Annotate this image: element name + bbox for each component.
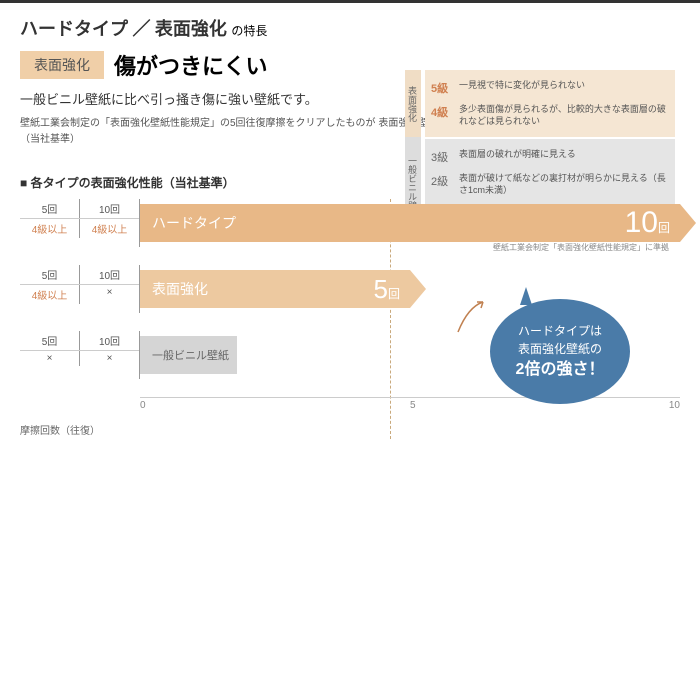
tick-0: 0 [140,400,146,411]
tick-5: 5 [410,400,416,411]
spec-table-3: 5回10回 ×× [20,331,140,379]
grade-box-a: 5級一見視で特に変化が見られない 4級多少表面傷が見られるが、比較的大きな表面層… [425,70,675,137]
grade-2: 2級 [431,173,459,189]
bar-surface: 表面強化 5回 [140,270,410,308]
bar-hard-value: 10回 [625,206,670,240]
grade-5-d: 一見視で特に変化が見られない [459,80,669,92]
grade-2-d: 表面が破けて紙などの裏打材が明らかに見える（長さ1cm未満） [459,173,669,196]
sv10b: × [80,285,139,304]
bar-surface-label: 表面強化 [152,279,208,299]
grade-4: 4級 [431,104,459,120]
header: ハードタイプ ／ 表面強化 の特長 [0,0,700,49]
sh5c: 5回 [20,331,80,350]
bar-hard-label: ハードタイプ [152,213,236,233]
sv5: 4級以上 [20,219,80,238]
desc-note: （当社基準） [20,134,80,145]
sh10: 10回 [80,199,139,218]
grade-a-label: 表面強化 [405,70,421,137]
bar-general-label: 一般ビニル壁紙 [152,347,229,363]
header-type1: ハードタイプ [20,19,128,39]
bubble-l2: 表面強化壁紙の [518,340,602,358]
callout-bubble: ハードタイプは 表面強化壁紙の 2倍の強さ！ [490,299,630,404]
sv5b: 4級以上 [20,285,80,304]
bubble-l1: ハードタイプは [518,322,602,340]
bar-general: 一般ビニル壁紙 [140,336,237,374]
badge-surface: 表面強化 [20,51,104,79]
grade-3-d: 表面層の破れが明確に見える [459,149,669,161]
spec-table-1: 5回10回 4級以上4級以上 [20,199,140,247]
sh5: 5回 [20,199,80,218]
sv10: 4級以上 [80,219,139,238]
page-title: 傷がつきにくい [114,49,268,81]
chart-row-1: 5回10回 4級以上4級以上 ハードタイプ 10回 [20,199,680,247]
bar-surface-value: 5回 [374,274,400,305]
sv10c: × [80,351,139,366]
chart-axis: 0 5 10 [140,397,680,417]
sh5b: 5回 [20,265,80,284]
header-type2: 表面強化 [155,19,227,39]
spec-table-2: 5回10回 4級以上× [20,265,140,313]
grade-5: 5級 [431,80,459,96]
grade-3: 3級 [431,149,459,165]
header-sub: の特長 [231,24,267,38]
sh10c: 10回 [80,331,139,350]
header-sep: ／ [132,19,150,39]
bubble-l3: 2倍の強さ！ [516,358,605,382]
axis-label: 摩擦回数（往復） [20,422,100,437]
grade-4-d: 多少表面傷が見られるが、比較的大きな表面層の破れなどは見られない [459,104,669,127]
bar-hard: ハードタイプ 10回 [140,204,680,242]
sh10b: 10回 [80,265,139,284]
tick-10: 10 [669,400,680,411]
chart-area: 5回10回 4級以上4級以上 ハードタイプ 10回 5回10回 4級以上× 表面… [0,199,700,487]
sv5c: × [20,351,80,366]
